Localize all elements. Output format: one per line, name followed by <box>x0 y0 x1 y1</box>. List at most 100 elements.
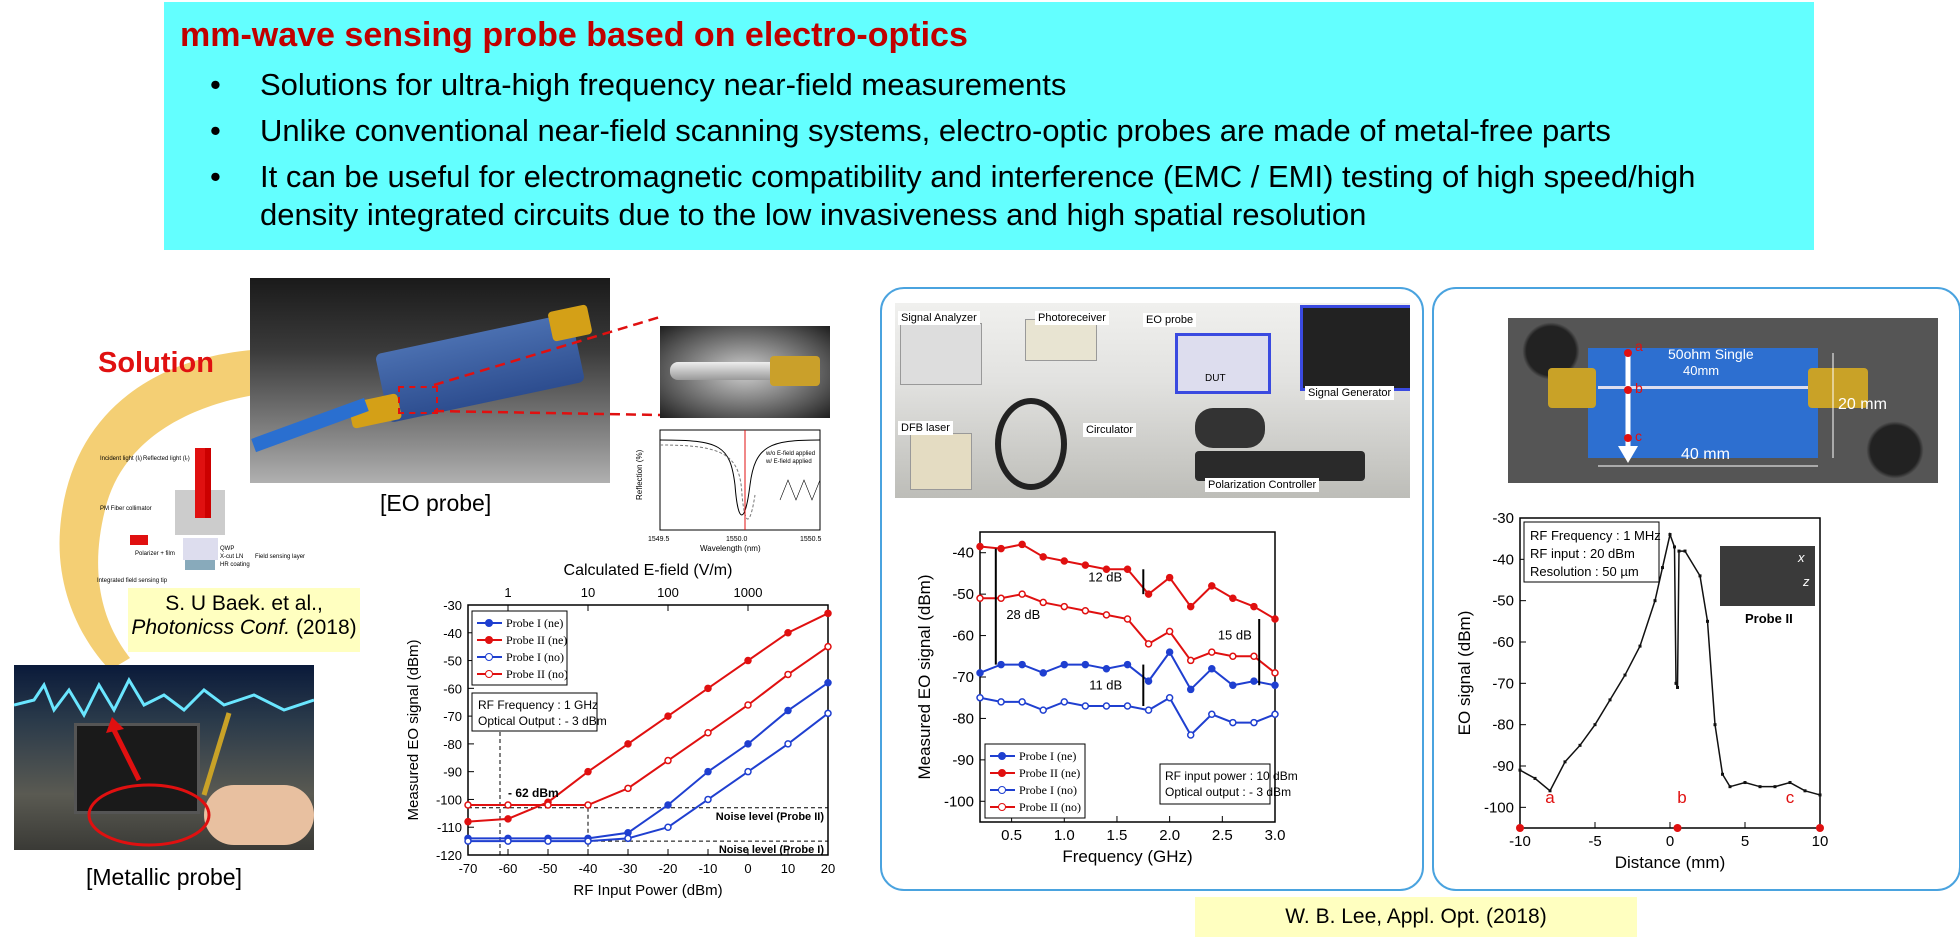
legend-entry: Probe II (no) <box>506 667 568 681</box>
data-point <box>824 679 832 687</box>
data-point <box>1018 698 1026 706</box>
y-tick-label: -50 <box>1492 593 1514 610</box>
data-point <box>1698 574 1702 578</box>
data-point <box>1653 599 1657 603</box>
annotation: 15 dB <box>1218 628 1252 643</box>
data-point <box>824 642 832 651</box>
y-tick-label: -50 <box>952 586 974 603</box>
svg-text:1550.0: 1550.0 <box>726 536 748 543</box>
y-tick-label: -60 <box>952 628 974 645</box>
board-photo: 50ohm Single 40mm 40 mm 20 mm a b c <box>1508 318 1938 483</box>
data-point <box>1788 781 1792 785</box>
data-point <box>1676 685 1679 689</box>
data-point <box>1060 660 1069 669</box>
annotation: 12 dB <box>1088 570 1122 585</box>
eo-probe-photo <box>250 278 610 483</box>
data-point <box>664 823 672 831</box>
legend-marker <box>998 769 1006 777</box>
data-point <box>624 740 632 748</box>
plot-frame <box>467 604 829 856</box>
data-point <box>1229 652 1237 661</box>
data-point <box>1250 652 1258 661</box>
data-point <box>976 693 984 702</box>
eo-probe-caption: [EO probe] <box>380 490 492 516</box>
info-text: RF input power : 10 dBm <box>1165 769 1298 783</box>
data-point <box>1250 602 1258 611</box>
data-point <box>1208 710 1216 719</box>
data-point <box>1165 648 1174 656</box>
info-text: Optical output : - 3 dBm <box>1165 785 1291 799</box>
x-tick-label: 20 <box>821 861 835 876</box>
zoom-lines <box>433 315 661 417</box>
data-point <box>584 837 592 845</box>
legend-marker <box>998 752 1006 760</box>
data-point <box>1123 565 1132 574</box>
data-point <box>1271 669 1279 677</box>
y-axis-label: Measured EO signal (dBm) <box>405 640 422 821</box>
info-text: RF input : 20 dBm <box>1530 546 1635 561</box>
data-point <box>1060 602 1069 611</box>
data-point <box>664 801 672 809</box>
data-point <box>997 698 1005 706</box>
data-point <box>1081 702 1090 710</box>
data-point <box>976 594 984 603</box>
chart-distance-vs-signal: -10 -5 0 5 10-30-40-50-60-70-80-90-100Distan… <box>1455 510 1828 872</box>
svg-text:Incident light (Iᵢ): Incident light (Iᵢ) <box>100 456 142 462</box>
y-tick-label: -120 <box>436 848 462 863</box>
legend-marker <box>485 636 493 644</box>
data-point <box>976 542 984 551</box>
slide-title: mm-wave sensing probe based on electro-o… <box>180 16 968 54</box>
data-point <box>1250 718 1258 727</box>
setup-label: EO probe <box>1143 313 1197 327</box>
data-point <box>1563 760 1567 764</box>
svg-text:HR coating: HR coating <box>220 562 250 568</box>
y-tick-label: -100 <box>1484 799 1514 816</box>
inset-label: Probe II <box>1745 611 1793 626</box>
probe-tip-photo <box>660 326 830 418</box>
y-tick-label: -40 <box>1492 551 1514 568</box>
svg-text:Reflected light (Iᵣ): Reflected light (Iᵣ) <box>143 456 190 462</box>
data-point <box>997 594 1005 603</box>
legend-marker <box>998 786 1006 794</box>
svg-text:QWP: QWP <box>220 546 234 552</box>
data-point <box>1661 566 1664 570</box>
top-tick-label: 10 <box>581 585 595 600</box>
board-label: 40 mm <box>1681 446 1730 463</box>
svg-text:X-cut LN: X-cut LN <box>220 554 243 560</box>
data-point <box>1548 789 1552 793</box>
info-text: RF Frequency : 1 GHz <box>478 698 598 712</box>
annotation: 28 dB <box>1006 607 1040 622</box>
svg-text:w/ E-field applied: w/ E-field applied <box>765 459 812 465</box>
y-tick-label: -60 <box>443 681 462 696</box>
x-axis-label: Frequency (GHz) <box>1062 847 1192 866</box>
info-box <box>1159 763 1271 805</box>
board-label: 50ohm Single <box>1668 346 1754 362</box>
bullet-item: Unlike conventional near-field scanning … <box>210 112 1800 150</box>
data-point <box>1123 660 1132 669</box>
x-tick-label: 10 <box>781 861 795 876</box>
x-tick-label: -40 <box>579 861 598 876</box>
data-point <box>1758 785 1762 789</box>
y-tick-label: -40 <box>443 626 462 641</box>
svg-text:1550.5: 1550.5 <box>800 536 822 543</box>
info-text: Optical Output : - 3 dBm <box>478 714 607 728</box>
data-point <box>1721 772 1724 776</box>
data-point <box>1039 598 1047 607</box>
data-point <box>1229 594 1237 603</box>
data-point <box>584 801 592 809</box>
y-tick-label: -70 <box>1492 675 1514 692</box>
data-point <box>464 817 472 826</box>
setup-photo: Signal Analyzer Photoreceiver EO probe D… <box>895 303 1410 498</box>
legend-marker <box>998 803 1006 811</box>
data-point <box>744 701 752 709</box>
y-tick-label: -30 <box>1492 510 1514 527</box>
x-tick-label: 2.0 <box>1159 827 1180 844</box>
axis-glyph: z <box>1802 574 1810 589</box>
svg-text:Polarizer + film: Polarizer + film <box>135 551 175 557</box>
annotation: 11 dB <box>1089 677 1122 692</box>
data-point <box>1123 702 1132 710</box>
legend-entry: Probe II (no) <box>1019 800 1081 814</box>
svg-text:Wavelength (nm): Wavelength (nm) <box>700 544 761 553</box>
setup-label: Signal Generator <box>1305 386 1395 400</box>
probe-schematic: Incident light (Iᵢ) Reflected light (Iᵣ)… <box>97 448 305 584</box>
